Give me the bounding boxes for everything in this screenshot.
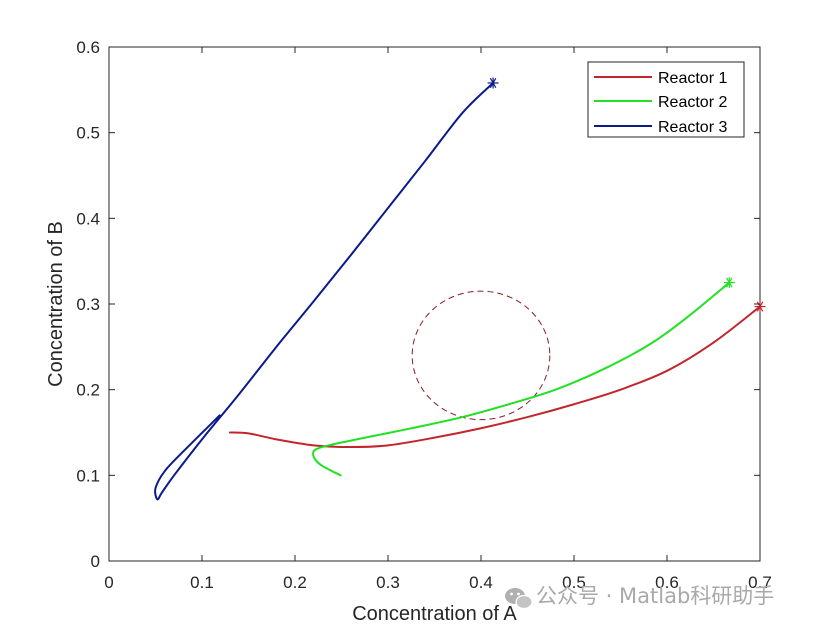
watermark-text: 公众号 · Matlab科研助手 [536,584,774,608]
x-axis-ticks: 0 0.1 0.2 0.3 0.4 0.5 0.6 0.7 [104,47,772,592]
x-tick-label: 0.5 [562,573,586,592]
y-tick-label: 0.6 [76,38,100,57]
y-axis-title: Concentration of B [45,221,67,387]
x-tick-label: 0.2 [283,573,307,592]
series-layer [154,77,766,501]
legend-label-reactor-3: Reactor 3 [658,119,727,136]
series-line-reactor-2 [311,281,731,477]
legend-box [587,61,745,138]
x-tick-label: 0.4 [469,573,493,592]
x-tick-label: 0.3 [376,573,400,592]
y-tick-label: 0.1 [76,466,100,485]
end-marker-reactor-1 [754,301,766,313]
y-axis-ticks: 0 0.1 0.2 0.3 0.4 0.5 0.6 [76,38,760,571]
annotations [411,290,551,421]
x-tick-label: 0.6 [655,573,679,592]
y-tick-label: 0.2 [76,381,100,400]
series-line-reactor-3 [154,81,495,501]
x-axis-title: Concentration of A [352,603,517,625]
legend-label-reactor-2: Reactor 2 [658,94,727,111]
x-tick-label: 0 [104,573,113,592]
x-tick-label: 0.1 [190,573,214,592]
y-tick-label: 0.3 [76,295,100,314]
watermark: 公众号 · Matlab科研助手 [505,584,774,610]
end-marker-reactor-2 [723,277,735,289]
wechat-icon [505,588,533,610]
x-tick-label: 0.7 [748,573,772,592]
legend-label-reactor-1: Reactor 1 [658,70,727,87]
y-tick-label: 0 [91,552,100,571]
series-line-reactor-1 [228,305,761,449]
legend: Reactor 1 Reactor 2 Reactor 3 [587,61,745,138]
y-tick-label: 0.4 [76,209,100,228]
end-marker-reactor-3 [487,77,499,89]
dashed-circle-annotation [411,290,551,421]
y-tick-label: 0.5 [76,124,100,143]
